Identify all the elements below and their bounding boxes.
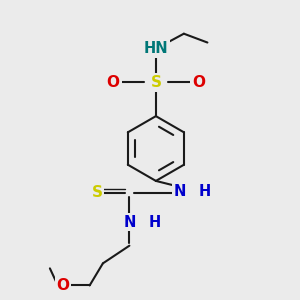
Text: O: O: [192, 75, 205, 90]
Text: HN: HN: [144, 41, 168, 56]
Text: N: N: [123, 214, 136, 230]
Text: N: N: [173, 184, 186, 199]
Text: H: H: [148, 214, 160, 230]
Text: S: S: [92, 185, 103, 200]
Text: O: O: [57, 278, 70, 293]
Text: O: O: [107, 75, 120, 90]
Text: S: S: [150, 75, 161, 90]
Text: H: H: [198, 184, 211, 199]
